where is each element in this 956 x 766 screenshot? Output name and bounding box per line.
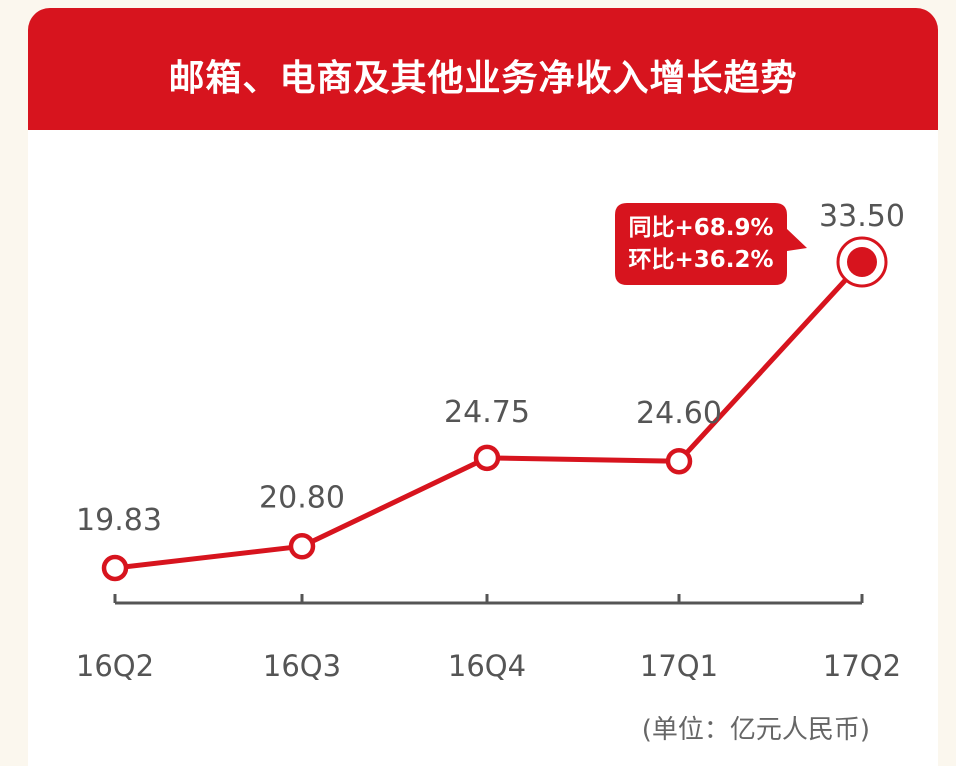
data-label: 24.75 <box>444 395 530 430</box>
data-point <box>665 447 693 475</box>
data-label: 24.60 <box>636 396 722 431</box>
chart-card: 邮箱、电商及其他业务净收入增长趋势 <box>28 8 938 766</box>
x-tick-label: 17Q2 <box>823 649 901 683</box>
callout-text: 同比+68.9% <box>628 215 773 241</box>
chart-title: 邮箱、电商及其他业务净收入增长趋势 <box>168 58 798 99</box>
unit-label: (单位：亿元人民币) <box>642 715 870 745</box>
data-label: 33.50 <box>819 199 905 234</box>
x-tick-label: 17Q1 <box>640 649 718 683</box>
data-label: 19.83 <box>76 503 162 538</box>
data-label: 20.80 <box>259 480 345 515</box>
data-point <box>473 444 501 472</box>
highlight-point <box>847 247 877 277</box>
x-tick-label: 16Q3 <box>263 649 341 683</box>
data-point <box>288 533 316 560</box>
x-tick-label: 16Q2 <box>76 649 154 683</box>
x-tick-label: 16Q4 <box>448 649 526 683</box>
data-point <box>101 554 129 582</box>
callout-bubble <box>615 203 807 285</box>
chart-header: 邮箱、电商及其他业务净收入增长趋势 <box>28 8 938 130</box>
callout-text: 环比+36.2% <box>628 247 773 273</box>
